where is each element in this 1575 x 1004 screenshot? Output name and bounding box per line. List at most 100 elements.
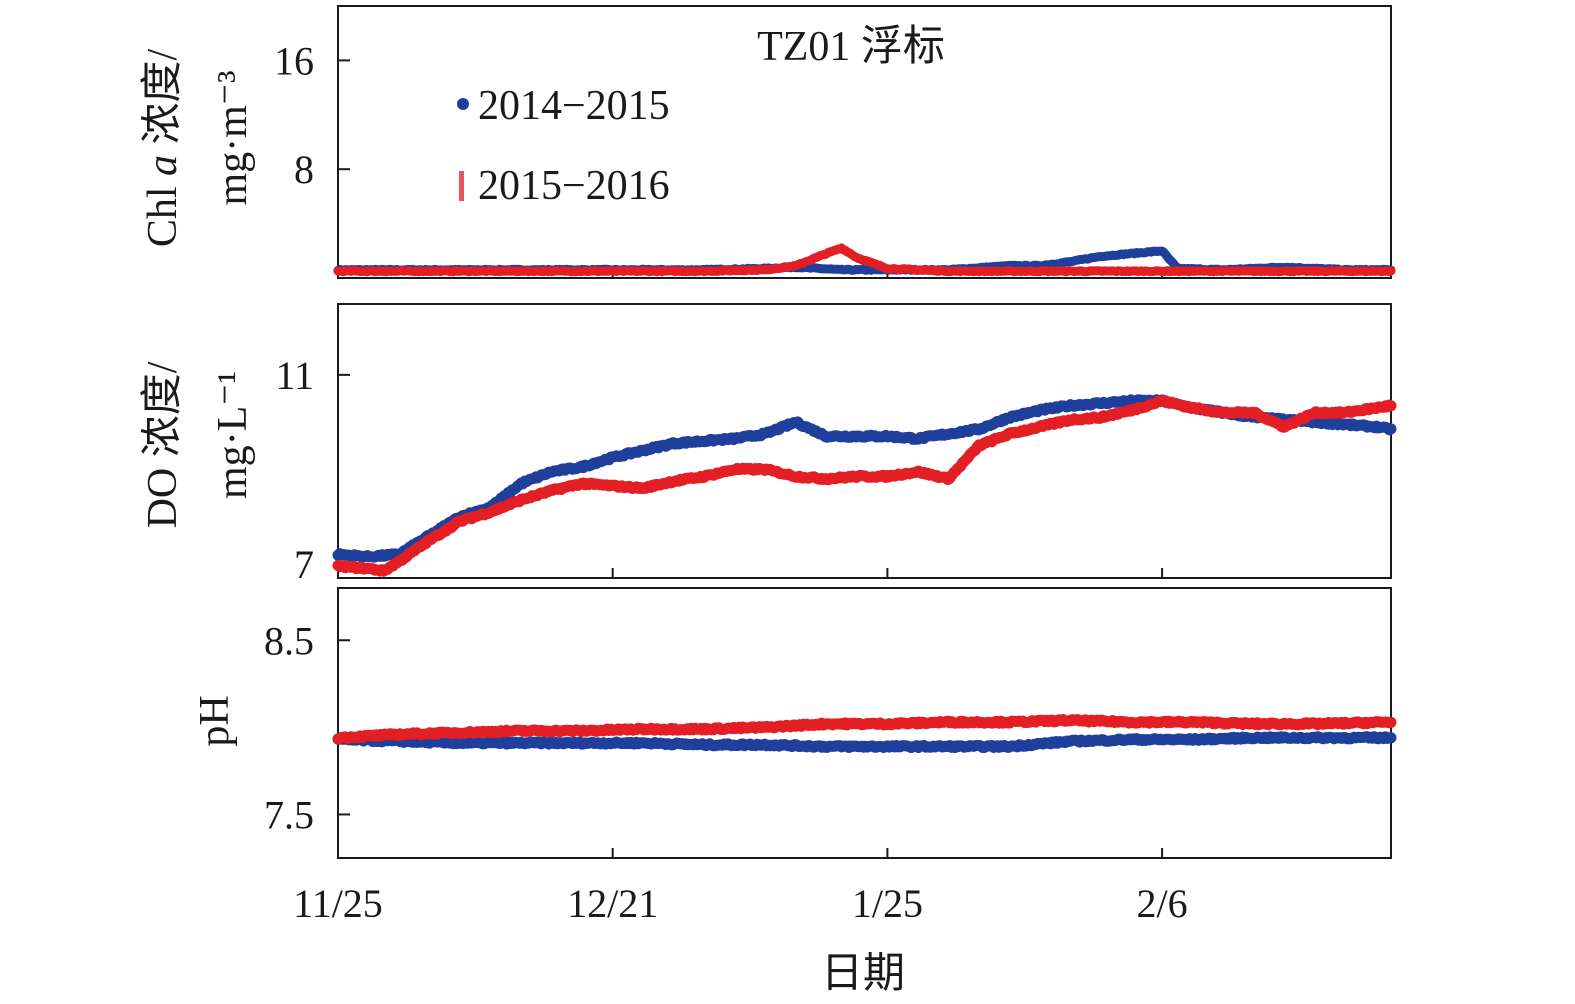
data-point (639, 267, 647, 275)
data-point (456, 729, 464, 737)
data-point (883, 432, 891, 440)
data-point (1387, 402, 1395, 410)
series-line (333, 243, 1396, 277)
data-point (761, 465, 769, 473)
y-axis-unit-chl: mg·m⁻³ (210, 70, 256, 205)
data-point (578, 480, 586, 487)
data-point (853, 432, 861, 440)
data-point (975, 442, 983, 450)
data-point (1387, 734, 1395, 742)
data-point (456, 517, 464, 525)
data-point (609, 454, 617, 461)
y-tick-label: 8 (294, 147, 314, 192)
data-point (944, 743, 952, 750)
data-point (334, 562, 342, 570)
data-point (1311, 409, 1319, 417)
legend-label-2015-2016: 2015−2016 (478, 163, 670, 209)
series-chl-2015-2016 (333, 243, 1396, 277)
panel-do: 7 11 DO 浓度/mg·L⁻¹ (140, 303, 1397, 587)
data-point (334, 267, 342, 275)
y-tick-label: 11 (275, 353, 314, 398)
data-point (883, 720, 891, 728)
data-point (1006, 267, 1013, 275)
series-line (332, 714, 1397, 745)
data-point (792, 472, 800, 480)
x-tick-labels: 11/25 12/21 1/25 2/6 (293, 881, 1187, 926)
data-point (548, 487, 556, 495)
series-do-2015-2016 (332, 395, 1397, 577)
data-point (1189, 718, 1197, 726)
y-tick-label: 8.5 (264, 618, 314, 663)
data-point (1067, 258, 1074, 266)
data-point (517, 496, 525, 504)
data-point (548, 468, 556, 476)
data-point (609, 482, 617, 490)
data-point (731, 435, 739, 443)
legend-label-2014-2015: 2014−2015 (478, 83, 670, 129)
data-point (334, 550, 342, 558)
data-point (517, 480, 525, 487)
data-point (1036, 423, 1044, 431)
data-point (578, 463, 586, 471)
data-point (1311, 418, 1319, 426)
data-point (456, 267, 464, 275)
data-point (700, 725, 708, 733)
data-point (1128, 397, 1136, 405)
data-point (838, 244, 846, 252)
legend: 2014−2015 2015−2016 (457, 83, 670, 209)
data-point (1067, 402, 1074, 410)
data-point (517, 267, 525, 275)
data-point (670, 439, 678, 447)
data-point (761, 266, 769, 274)
y-axis-title-do: DO 浓度/ (140, 361, 186, 528)
data-point (792, 418, 800, 426)
y-tick-label: 7 (294, 542, 314, 587)
y-axis-title-ph: pH (192, 695, 238, 746)
data-point (1006, 430, 1013, 438)
data-point (761, 430, 769, 438)
data-point (853, 472, 861, 480)
data-point (1067, 416, 1074, 424)
data-point (517, 739, 525, 747)
data-point (838, 266, 846, 274)
data-point (944, 718, 952, 726)
data-point (1311, 734, 1319, 742)
data-point (578, 267, 586, 275)
data-point (639, 484, 647, 492)
data-point (1341, 421, 1349, 428)
data-point (1006, 718, 1013, 726)
data-point (1250, 720, 1258, 728)
data-point (1387, 425, 1395, 433)
data-point (1128, 406, 1136, 414)
data-point (1311, 720, 1319, 728)
data-point (578, 727, 586, 735)
legend-marker-2014-2015 (457, 98, 469, 110)
data-point (822, 475, 830, 483)
data-point (1372, 404, 1380, 412)
data-point (1372, 423, 1380, 431)
data-point (426, 536, 434, 544)
y-axis-unit-do: mg·L⁻¹ (210, 371, 256, 499)
x-tick-label: 1/25 (852, 881, 923, 926)
data-point (914, 468, 922, 476)
data-point (944, 430, 952, 438)
data-point (1189, 404, 1197, 412)
data-point (1128, 718, 1136, 726)
data-point (700, 437, 708, 445)
legend-marker-2015-2016 (459, 171, 464, 201)
series-ph-2015-2016 (332, 714, 1397, 745)
data-point (639, 725, 647, 733)
data-point (883, 472, 891, 480)
data-point (1250, 734, 1258, 742)
x-tick-label: 12/21 (567, 881, 658, 926)
data-point (914, 266, 922, 274)
data-point (853, 254, 861, 262)
data-point (944, 475, 952, 483)
data-point (639, 446, 647, 454)
data-point (944, 267, 952, 275)
series-line (332, 395, 1397, 577)
data-point (700, 741, 708, 749)
data-point (1067, 716, 1074, 724)
data-point (517, 727, 525, 735)
